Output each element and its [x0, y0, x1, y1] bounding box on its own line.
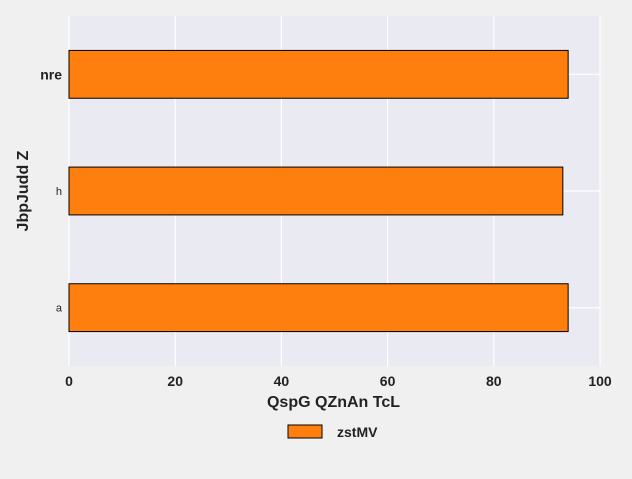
- legend-label: zstMV: [337, 424, 378, 440]
- legend: zstMV: [287, 424, 378, 440]
- bar-nre: [68, 49, 569, 99]
- bar-h: [68, 166, 564, 216]
- x-tick-label: 80: [486, 373, 502, 389]
- y-tick-labels: a h nre: [40, 66, 63, 314]
- y-tick-label: nre: [40, 66, 62, 82]
- x-tick-label: 100: [588, 373, 612, 389]
- x-tick-labels: 0 20 40 60 80 100: [65, 373, 612, 389]
- bars: [68, 49, 569, 333]
- x-tick-label: 0: [65, 373, 73, 389]
- bar-a: [68, 283, 569, 333]
- y-axis-title: JbpJudd Z: [15, 150, 32, 231]
- y-tick-label: h: [56, 186, 62, 198]
- x-tick-label: 40: [274, 373, 290, 389]
- x-tick-label: 20: [167, 373, 183, 389]
- x-axis-title: QspG QZnAn TcL: [267, 394, 400, 411]
- legend-swatch: [287, 424, 323, 439]
- y-tick-label: a: [56, 303, 63, 315]
- x-tick-label: 60: [380, 373, 396, 389]
